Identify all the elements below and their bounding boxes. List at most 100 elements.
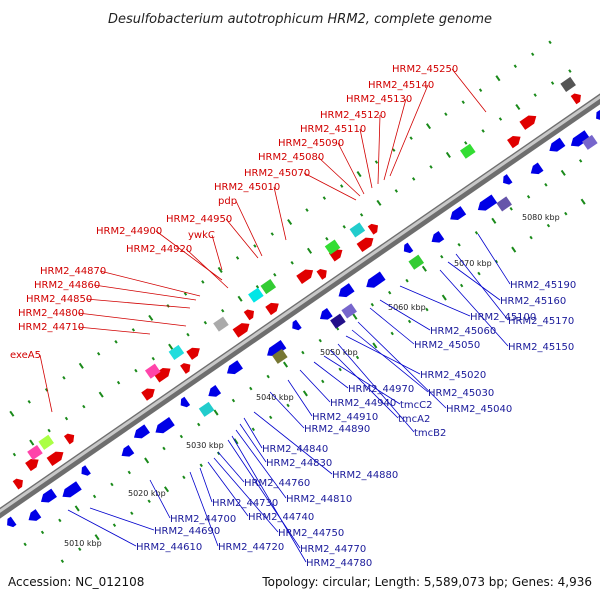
forward-gene-label: HRM2_45010 [214,182,280,193]
reverse-gene-label: HRM2_45100 [470,312,536,323]
reverse-leader-line [337,343,415,433]
scale-tick-label: 5030 kbp [186,441,224,450]
reverse-gene-label: HRM2_44830 [266,458,332,469]
reverse-gene-arrow [7,516,17,528]
guide-dot [301,350,305,355]
forward-leader-line [211,234,223,271]
guide-dot [282,361,289,368]
reverse-gene-label: HRM2_44970 [348,384,414,395]
forward-leader-line [451,68,487,113]
feature-block [460,143,476,159]
reverse-gene-label: HRM2_44810 [286,494,352,505]
guide-dot [445,151,451,158]
reverse-gene-label: HRM2_44770 [300,544,366,555]
guide-dot [266,374,270,379]
forward-gene-arrow [186,347,200,360]
reverse-gene-arrow [28,509,42,521]
reverse-gene-label: tmcC2 [400,400,433,411]
reverse-leader-line [207,461,249,517]
reverse-leader-line [227,439,301,549]
guide-dot [197,422,201,427]
genome-summary-text: Topology: circular; Length: 5,589,073 bp… [261,575,592,589]
reverse-gene-arrow [267,339,287,357]
guide-dot [511,246,517,253]
reverse-gene-label: HRM2_44760 [244,478,310,489]
feature-block [198,401,215,417]
reverse-leader-line [67,509,137,547]
reverse-leader-line [89,507,155,531]
guide-dot [96,352,101,356]
guide-dot [491,217,497,224]
forward-leader-line [93,284,197,301]
reverse-gene-arrow [570,130,591,147]
guide-dot [12,452,17,457]
guide-dot [421,265,427,272]
feature-block [330,313,346,329]
guide-dot [199,463,203,468]
reverse-leader-line [213,457,279,533]
guide-dot [182,475,186,480]
guide-dot [249,386,253,391]
guide-dot [179,434,184,439]
reverse-leader-line [323,355,401,405]
forward-gene-arrow [356,237,374,253]
reverse-gene-arrow [403,242,414,254]
guide-dot [92,494,97,499]
guide-dot [134,368,138,373]
guide-dot [477,271,481,276]
guide-dot [478,88,483,93]
reverse-gene-arrow [155,417,175,434]
guide-dot [270,232,274,236]
forward-gene-arrow [141,388,155,401]
reverse-leader-line [287,379,313,417]
reverse-leader-line [379,299,431,331]
reverse-gene-label: HRM2_44610 [136,542,202,553]
reverse-gene-label: HRM2_44940 [330,398,396,409]
guide-dot [183,292,188,296]
forward-gene-arrow [570,93,581,105]
forward-gene-arrow [63,433,75,445]
guide-dot [412,177,416,181]
guide-dot [356,171,362,178]
guide-dot [217,266,223,273]
guide-dot [340,184,344,188]
reverse-gene-label: HRM2_44840 [262,444,328,455]
guide-dot [429,165,433,169]
reverse-gene-arrow [133,424,150,439]
reverse-leader-line [199,467,213,503]
guide-dot [394,189,398,193]
feature-block [27,444,43,461]
guide-dot [62,376,66,380]
guide-dot [529,235,533,240]
scale-tick-label: 5020 kbp [128,489,166,498]
reverse-gene-label: HRM2_44730 [212,498,278,509]
guide-dot [464,141,468,145]
feature-block [272,348,288,364]
forward-gene-label: HRM2_45130 [346,94,412,105]
forward-leader-line [77,326,151,335]
reverse-leader-line [231,435,307,563]
guide-dot [151,356,155,361]
scale-tick-label: 5010 kbp [64,539,102,548]
reverse-gene-label: HRM2_44780 [306,558,372,569]
guide-dot [526,195,531,199]
reverse-gene-label: tmcB2 [414,428,446,439]
label-leaders [39,68,511,563]
guide-dot [114,340,118,344]
forward-gene-label: HRM2_44920 [126,244,192,255]
guide-dot [405,278,409,283]
guide-dot [127,470,131,475]
guide-dot [305,208,309,212]
feature-block [144,363,161,379]
feature-block [496,196,512,212]
reverse-gene-label: HRM2_44910 [312,412,378,423]
guide-dot [131,328,136,332]
guide-dot [322,196,327,200]
reverse-gene-arrow [292,319,302,331]
guide-dot [318,338,322,343]
reverse-gene-arrow [503,174,513,185]
reverse-gene-label: HRM2_44700 [170,514,236,525]
reverse-leader-line [243,417,263,449]
forward-gene-label: HRM2_44860 [34,280,100,291]
